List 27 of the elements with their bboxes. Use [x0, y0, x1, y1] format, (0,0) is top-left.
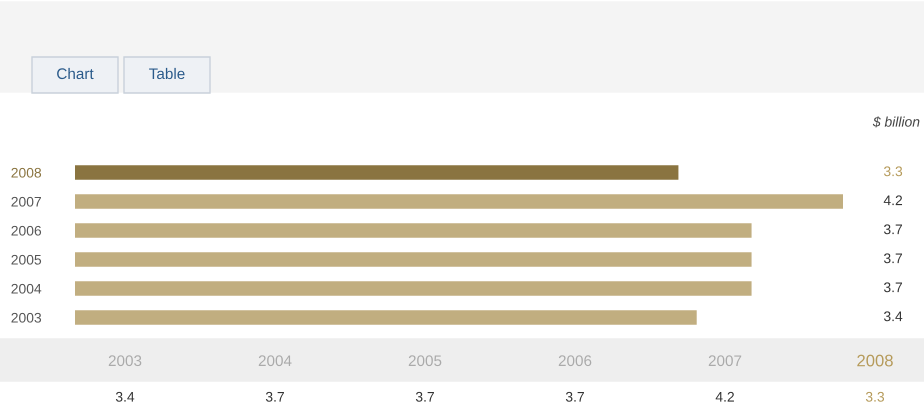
category-label: 2008	[857, 354, 893, 366]
category-label: 2006	[558, 355, 592, 366]
text: 3.7	[416, 392, 434, 402]
category-label: 2004	[258, 355, 292, 366]
category-label: 2003	[108, 355, 142, 366]
text: 4.2	[716, 392, 734, 402]
data-label: 3.3	[884, 166, 902, 176]
data-label: 3.7	[884, 224, 902, 234]
y-tick-label: 2003	[11, 312, 42, 323]
y-tick-label: 2005	[11, 254, 42, 265]
text: Chart	[57, 68, 94, 80]
text: 3.7	[266, 392, 284, 402]
text: $ billion	[872, 116, 920, 128]
text: 3.4	[116, 392, 134, 402]
text: Table	[149, 68, 185, 80]
category-label: 2005	[408, 355, 442, 366]
y-tick-label: 2006	[11, 226, 42, 236]
data-label: 4.2	[884, 195, 902, 206]
text: 3.7	[566, 392, 584, 402]
data-label: 3.4	[884, 311, 902, 322]
category-label: 2007	[708, 355, 742, 366]
y-tick-label: 2004	[11, 284, 42, 294]
y-tick-label: 2008	[11, 168, 42, 178]
data-label: 3.7	[884, 282, 902, 292]
text: 3.3	[866, 392, 884, 402]
data-label: 3.7	[884, 253, 902, 264]
y-tick-label: 2007	[11, 196, 41, 207]
